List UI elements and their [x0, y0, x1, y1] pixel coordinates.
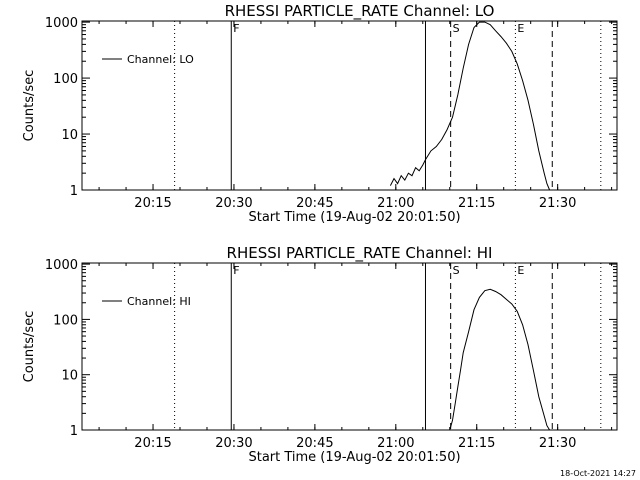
x-tick-label: 20:15 [134, 196, 171, 211]
x-tick-label: 20:15 [134, 436, 171, 451]
x-axis-label: Start Time (19-Aug-02 20:01:50) [248, 210, 460, 225]
time-marker-label: S [453, 264, 460, 277]
y-tick-label: 100 [53, 313, 78, 328]
y-axis-label: Counts/sec [22, 311, 37, 383]
x-tick-label: 20:30 [215, 196, 252, 211]
y-tick-label: 1000 [45, 258, 78, 273]
y-tick-label: 1 [70, 424, 78, 439]
legend-label: Channel: HI [127, 295, 191, 308]
chart-title: RHESSI PARTICLE_RATE Channel: HI [227, 244, 493, 263]
y-tick-label: 10 [61, 128, 78, 143]
time-marker-label: F [233, 264, 239, 277]
x-tick-label: 21:15 [458, 436, 495, 451]
time-marker-label: F [233, 22, 239, 35]
plot-frame [81, 262, 618, 431]
plot-frame [81, 20, 618, 191]
y-tick-label: 1 [70, 184, 78, 199]
time-marker-label: E [517, 22, 524, 35]
x-tick-label: 20:30 [215, 436, 252, 451]
series-line [389, 21, 551, 191]
x-tick-label: 21:30 [539, 196, 576, 211]
y-tick-label: 100 [53, 72, 78, 87]
timestamp: 18-Oct-2021 14:27 [560, 469, 636, 478]
chart-title: RHESSI PARTICLE_RATE Channel: LO [225, 2, 495, 21]
legend-label: Channel: LO [127, 53, 194, 66]
time-marker-label: S [453, 22, 460, 35]
time-marker-label: E [517, 264, 524, 277]
timestamp-wrap: 18-Oct-2021 14:27 [560, 469, 636, 478]
x-tick-label: 20:45 [296, 436, 333, 451]
y-axis-label: Counts/sec [22, 70, 37, 142]
x-tick-label: 21:00 [377, 436, 414, 451]
x-axis-label: Start Time (19-Aug-02 20:01:50) [248, 450, 460, 465]
y-tick-label: 10 [61, 369, 78, 384]
x-tick-label: 21:15 [458, 196, 495, 211]
x-tick-label: 21:00 [377, 196, 414, 211]
series-line [449, 288, 551, 431]
x-tick-label: 20:45 [296, 196, 333, 211]
x-tick-label: 21:30 [539, 436, 576, 451]
y-tick-label: 1000 [45, 16, 78, 31]
